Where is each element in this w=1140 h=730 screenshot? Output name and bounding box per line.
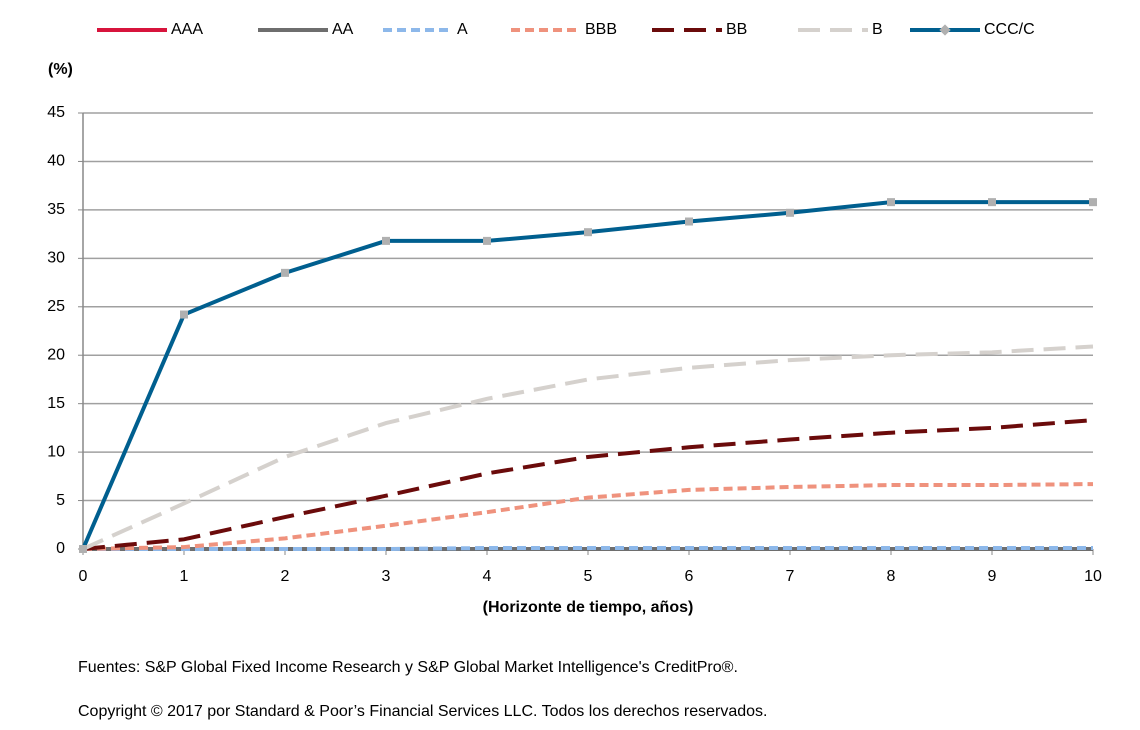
series-marker xyxy=(180,310,188,319)
series-line xyxy=(82,344,1094,551)
series-marker xyxy=(887,198,895,207)
x-tick-label: 8 xyxy=(887,568,896,585)
y-tick-label: 40 xyxy=(47,153,65,170)
x-tick-label: 1 xyxy=(180,568,189,585)
series-line xyxy=(83,546,1093,551)
y-tick-label: 45 xyxy=(47,104,65,121)
legend-label: B xyxy=(872,21,883,38)
y-tick-label: 20 xyxy=(47,346,65,363)
y-tick-label: 10 xyxy=(47,443,65,460)
copyright-note: Copyright © 2017 por Standard & Poor’s F… xyxy=(78,703,768,720)
y-tick-label: 25 xyxy=(47,298,65,315)
x-tick-label: 5 xyxy=(584,568,593,585)
y-tick-label: 0 xyxy=(56,540,65,557)
series-marker xyxy=(79,545,87,553)
legend-label: AAA xyxy=(171,21,203,38)
legend-label: A xyxy=(457,21,468,38)
x-tick-label: 3 xyxy=(382,568,391,585)
series-line xyxy=(82,418,1094,551)
series-marker xyxy=(988,198,996,207)
x-tick-label: 2 xyxy=(281,568,290,585)
y-tick-label: 35 xyxy=(47,201,65,218)
y-tick-label: 5 xyxy=(56,492,65,509)
legend-label: BB xyxy=(726,21,747,38)
series-line xyxy=(82,482,1094,551)
y-axis-label: (%) xyxy=(48,61,73,78)
x-tick-label: 4 xyxy=(483,568,492,585)
x-tick-label: 9 xyxy=(988,568,997,585)
source-note: Fuentes: S&P Global Fixed Income Researc… xyxy=(78,659,738,676)
legend-label: BBB xyxy=(585,21,617,38)
series-marker xyxy=(786,208,794,217)
series-marker xyxy=(685,217,693,226)
x-tick-label: 10 xyxy=(1084,568,1102,585)
series-marker xyxy=(1089,198,1097,207)
y-tick-label: 30 xyxy=(47,250,65,267)
legend-label: AA xyxy=(332,21,354,38)
series-marker xyxy=(483,236,491,245)
x-tick-label: 6 xyxy=(685,568,694,585)
series-marker xyxy=(281,268,289,277)
legend-label: CCC/C xyxy=(984,21,1035,38)
x-axis-label: (Horizonte de tiempo, años) xyxy=(483,599,694,616)
x-tick-label: 7 xyxy=(786,568,795,585)
x-tick-label: 0 xyxy=(79,568,88,585)
series-marker xyxy=(382,236,390,245)
y-tick-label: 15 xyxy=(47,395,65,412)
series-marker xyxy=(584,228,592,237)
